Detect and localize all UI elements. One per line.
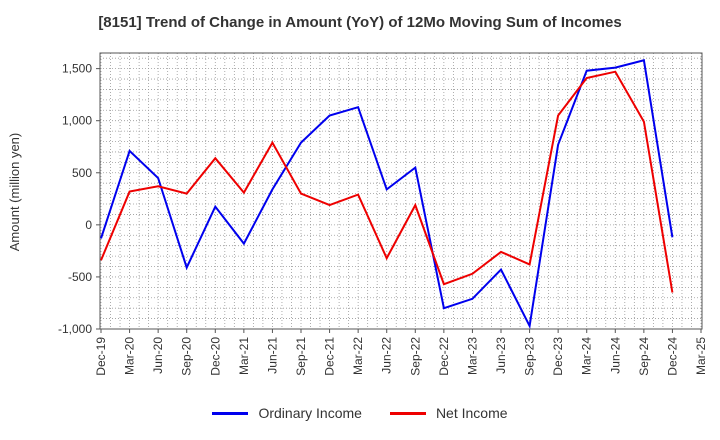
- x-tick-label: Sep-24: [637, 337, 651, 376]
- x-tick-label: Sep-20: [180, 337, 194, 376]
- x-tick-label: Jun-23: [494, 337, 508, 374]
- y-tick-label: 1,500: [62, 62, 92, 76]
- plot-area-border: [99, 52, 703, 330]
- series-line-net-income: [100, 70, 674, 293]
- x-tick-label: Mar-21: [237, 337, 251, 375]
- legend-swatch-net-income: [389, 411, 426, 415]
- legend: Ordinary Income Net Income: [0, 405, 720, 421]
- x-tick-label: Mar-25: [694, 337, 708, 375]
- y-tick-label: 0: [85, 218, 92, 232]
- gridlines: [100, 53, 702, 330]
- y-tick-label: -500: [68, 270, 92, 284]
- chart-title: [8151] Trend of Change in Amount (YoY) o…: [98, 14, 622, 31]
- series-lines: [100, 59, 674, 330]
- x-tick-label: Sep-22: [408, 337, 422, 376]
- legend-swatch-ordinary-income: [212, 411, 249, 415]
- x-tick-label: Mar-22: [351, 337, 365, 375]
- x-tick-label: Dec-22: [437, 337, 451, 376]
- y-axis-label: Amount (million yen): [7, 133, 22, 252]
- x-tick-label: Jun-21: [265, 337, 279, 374]
- legend-label-net-income: Net Income: [435, 405, 508, 421]
- x-tick-label: Dec-23: [551, 337, 565, 376]
- x-tick-label: Mar-23: [465, 337, 479, 375]
- x-tick-label: Jun-20: [151, 337, 165, 374]
- x-tick-label: Sep-21: [294, 337, 308, 376]
- x-tick-label: Dec-24: [665, 337, 679, 376]
- x-tick-label: Dec-21: [323, 337, 337, 376]
- x-tick-label: Dec-19: [94, 337, 108, 376]
- x-tick-label: Dec-20: [208, 337, 222, 376]
- x-tick-label: Jun-22: [380, 337, 394, 374]
- legend-item-net-income: Net Income: [389, 405, 508, 421]
- legend-item-ordinary-income: Ordinary Income: [212, 405, 362, 421]
- legend-label-ordinary-income: Ordinary Income: [258, 405, 362, 421]
- y-tick-label: 1,000: [62, 114, 92, 128]
- x-tick-label: Mar-20: [123, 337, 137, 375]
- y-tick-label: -1,000: [58, 322, 92, 336]
- y-tick-label: 500: [72, 166, 92, 180]
- series-line-ordinary-income: [100, 59, 674, 330]
- x-tick-label: Sep-23: [523, 337, 537, 376]
- x-tick-label: Jun-24: [608, 337, 622, 374]
- x-tick-label: Mar-24: [580, 337, 594, 375]
